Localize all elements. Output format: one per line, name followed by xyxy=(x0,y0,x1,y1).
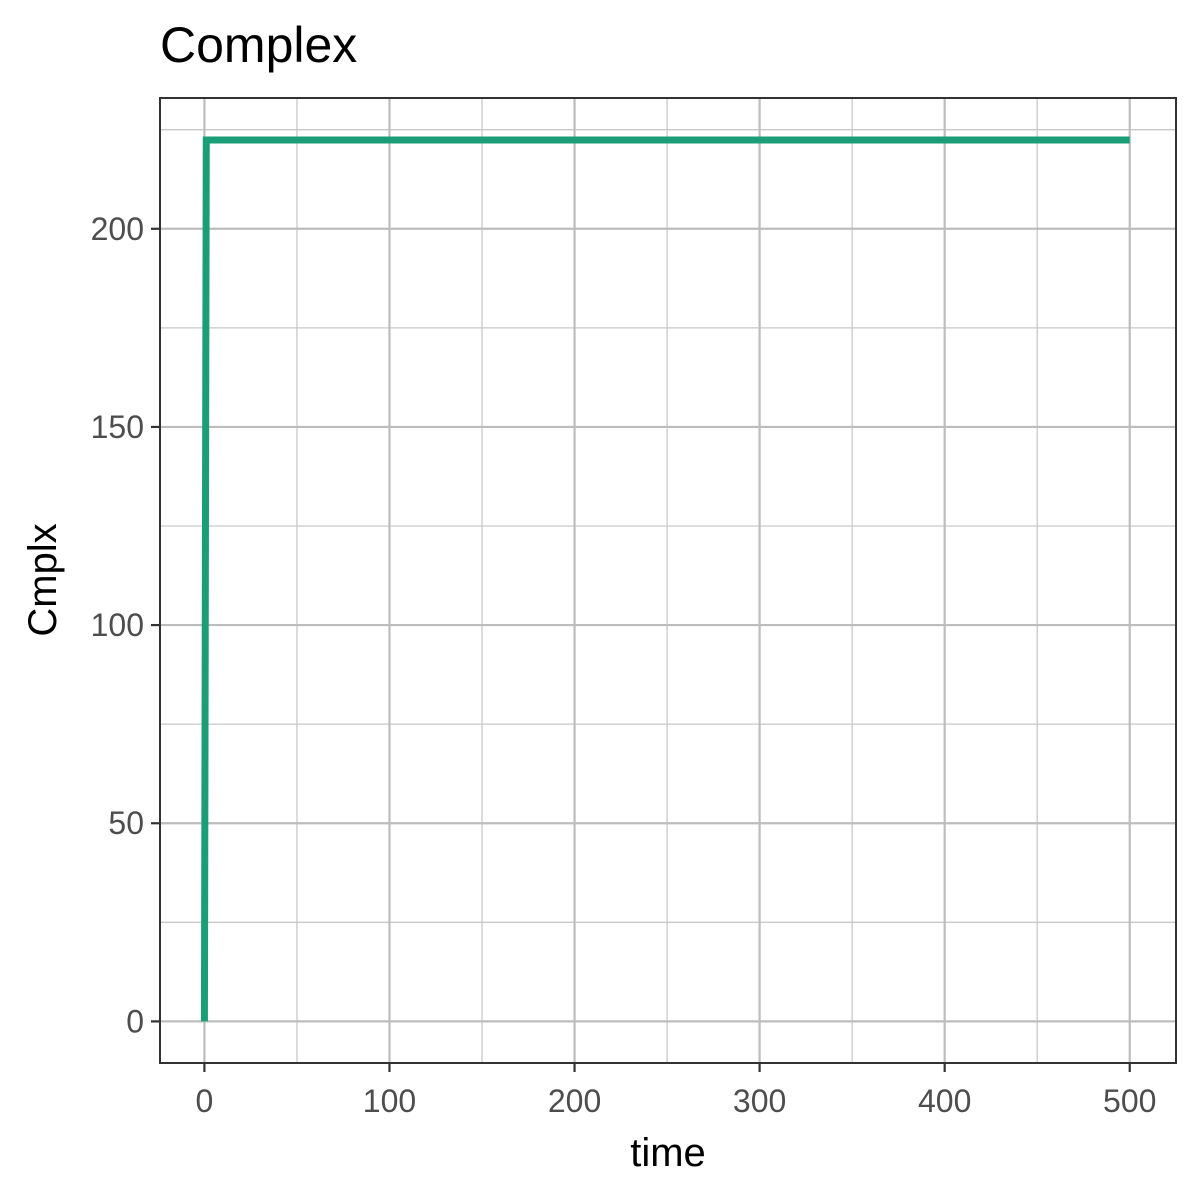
x-tick-label-0: 0 xyxy=(196,1083,214,1119)
plot-border xyxy=(159,97,1177,1064)
y-tick-label-200: 200 xyxy=(91,211,144,247)
chart-title: Complex xyxy=(160,17,357,73)
x-tick-label-300: 300 xyxy=(733,1083,786,1119)
x-tick-label-200: 200 xyxy=(548,1083,601,1119)
x-tick-label-400: 400 xyxy=(918,1083,971,1119)
plot-panel xyxy=(160,98,1176,1063)
x-axis-title: time xyxy=(630,1131,706,1175)
x-axis: 0 100 200 300 400 500 xyxy=(196,1063,1156,1119)
minor-gridlines xyxy=(160,98,1176,1063)
series-layer xyxy=(200,136,1130,1022)
y-tick-label-0: 0 xyxy=(126,1003,144,1039)
y-tick-label-100: 100 xyxy=(91,607,144,643)
y-tick-label-50: 50 xyxy=(108,805,144,841)
series-line-0 xyxy=(200,136,1130,1022)
x-tick-label-500: 500 xyxy=(1103,1083,1156,1119)
y-axis: 0 50 100 150 200 xyxy=(91,211,160,1039)
y-tick-label-150: 150 xyxy=(91,409,144,445)
x-tick-label-100: 100 xyxy=(363,1083,416,1119)
y-axis-title: Cmplx xyxy=(21,523,65,636)
